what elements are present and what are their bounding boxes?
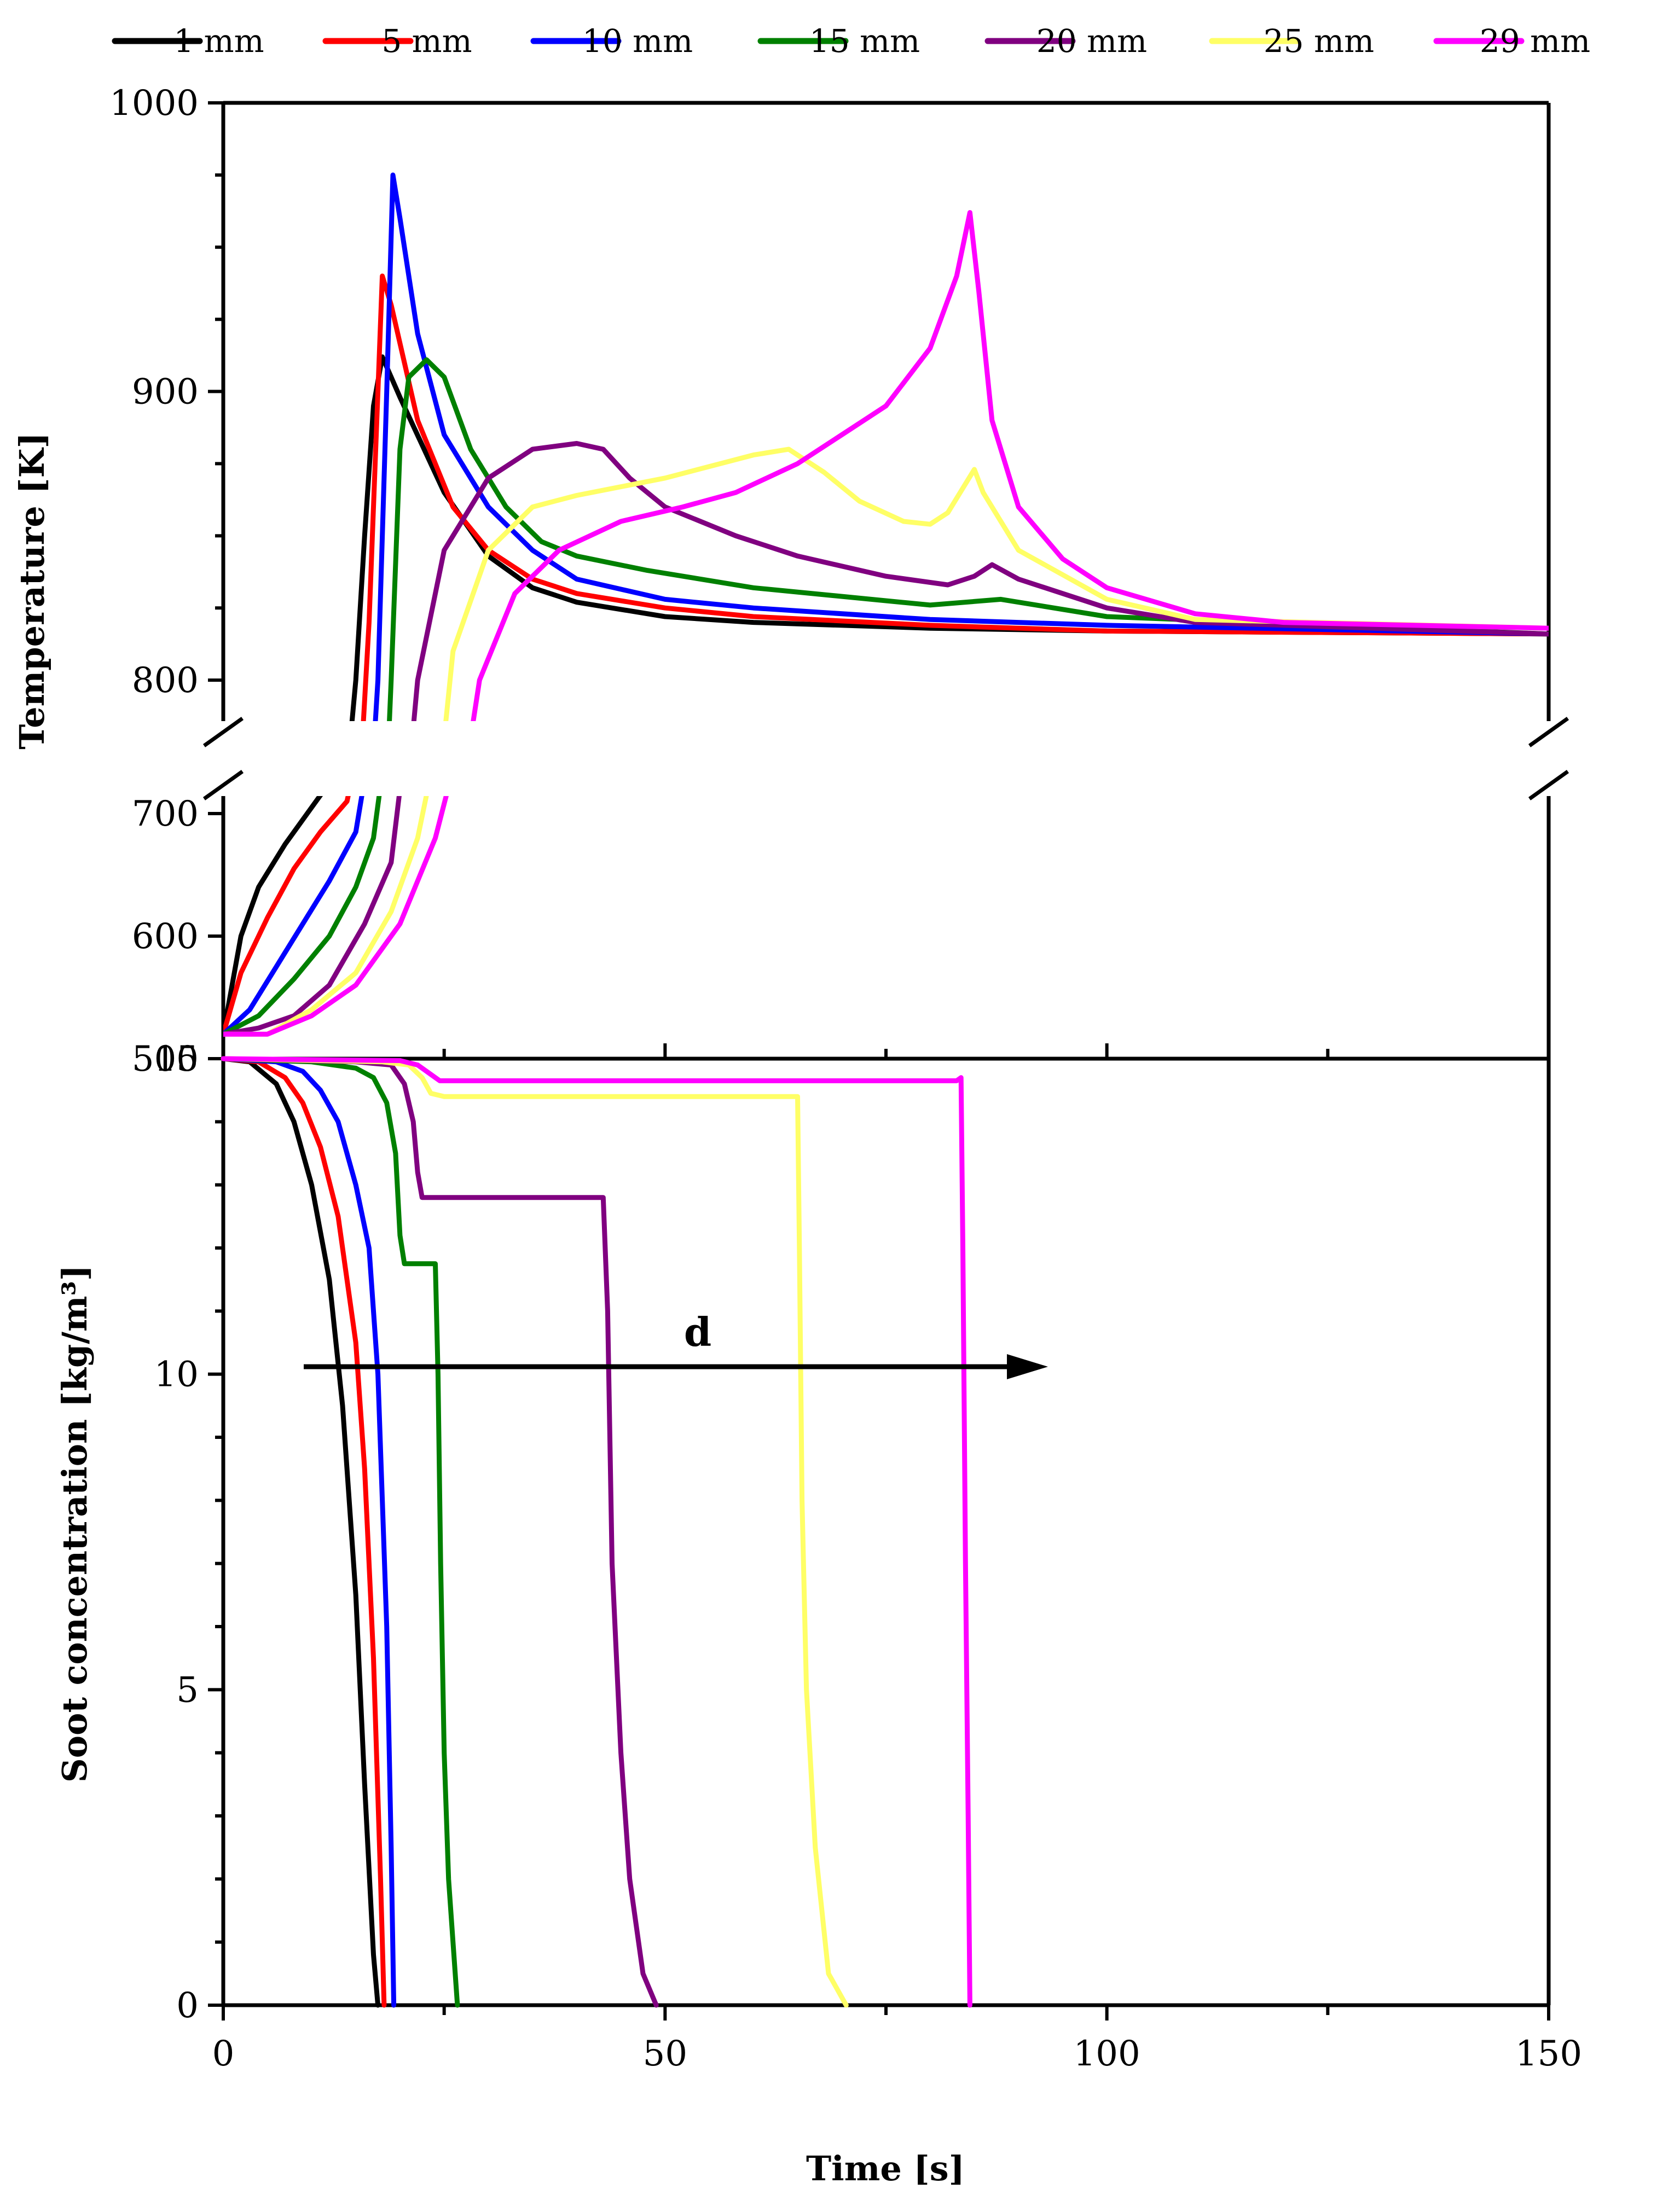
temperature-line-upper-29-mm xyxy=(471,210,1549,721)
annotation-d: d xyxy=(684,1309,711,1355)
temp-y-tick-label: 600 xyxy=(132,916,199,957)
legend-label-20-mm: 20 mm xyxy=(1036,22,1147,60)
temperature-line-lower-15-mm xyxy=(223,796,382,1037)
temperature-line-lower-10-mm xyxy=(223,796,364,1037)
legend-label-29-mm: 29 mm xyxy=(1480,22,1590,60)
legend-label-25-mm: 25 mm xyxy=(1264,22,1374,60)
soot-line-10-mm xyxy=(221,1056,397,2008)
temperature-line-upper-25-mm xyxy=(443,446,1549,721)
temp-y-tick-label: 800 xyxy=(132,660,199,701)
temperature-line-lower-20-mm xyxy=(223,796,402,1037)
temp-y-tick-label: 500 xyxy=(132,1039,199,1079)
soot-y-tick-label: 0 xyxy=(176,1985,199,2026)
x-tick-label: 150 xyxy=(1515,2034,1582,2074)
temperature-line-upper-20-mm xyxy=(411,441,1549,721)
temperature-line-lower-29-mm xyxy=(223,796,449,1037)
legend-label-10-mm: 10 mm xyxy=(582,22,693,60)
x-axis-title: Time [s] xyxy=(806,2149,965,2188)
temperature-line-upper-15-mm xyxy=(387,357,1549,721)
soot-line-15-mm xyxy=(221,1056,460,2008)
temp-y-tick-label: 900 xyxy=(132,372,199,413)
temperature-line-lower-5-mm xyxy=(223,796,351,1037)
axis-break-mark-right-lower xyxy=(1528,770,1569,800)
x-tick-label: 100 xyxy=(1074,2034,1140,2074)
temperature-axis-title: Temperature [K] xyxy=(12,432,52,750)
axis-break-mark-left-lower xyxy=(202,770,244,800)
direction-arrow xyxy=(304,1354,1048,1379)
soot-line-29-mm xyxy=(221,1056,972,2008)
soot-line-5-mm xyxy=(221,1056,387,2008)
soot-axis-title: Soot concentration [kg/m³] xyxy=(55,1265,95,1783)
legend-label-1-mm: 1 mm xyxy=(173,22,264,60)
soot-line-20-mm xyxy=(221,1056,659,2008)
legend-label-5-mm: 5 mm xyxy=(381,22,472,60)
temperature-line-lower-1-mm xyxy=(223,796,323,1037)
temp-y-tick-label: 700 xyxy=(132,794,199,834)
temp-y-tick-label: 1000 xyxy=(109,83,199,124)
soot-curves xyxy=(221,1056,972,2008)
x-tick-label: 0 xyxy=(212,2034,235,2074)
legend: 1 mm 5 mm 10 mm 15 mm 20 mm 25 mm 29 mm xyxy=(112,22,1590,60)
x-tick-label: 50 xyxy=(643,2034,687,2074)
temperature-curves xyxy=(223,172,1549,1037)
soot-y-tick-label: 5 xyxy=(176,1670,199,1710)
temperature-line-upper-10-mm xyxy=(373,172,1549,721)
temperature-line-upper-1-mm xyxy=(349,354,1549,721)
axis-break-mark-right-upper xyxy=(1528,717,1569,747)
soot-y-tick-label: 10 xyxy=(154,1355,199,1395)
arrow-head xyxy=(1007,1354,1048,1379)
axis-break-mark-left-upper xyxy=(202,717,244,747)
soot-y-tick-label: 15 xyxy=(154,1039,199,1079)
soot-line-1-mm xyxy=(221,1056,381,2008)
soot-line-25-mm xyxy=(221,1056,849,2008)
legend-label-15-mm: 15 mm xyxy=(809,22,920,60)
